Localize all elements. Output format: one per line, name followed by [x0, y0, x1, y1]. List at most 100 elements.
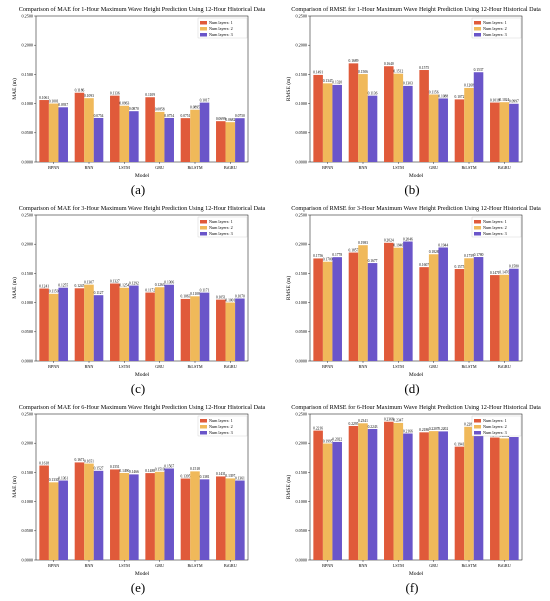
bar — [509, 268, 519, 361]
data-label: 0.1306 — [164, 281, 174, 285]
data-label: 0.1327 — [110, 279, 120, 283]
y-tick-label: 0.0500 — [295, 329, 307, 334]
legend-box — [471, 216, 522, 238]
bar — [84, 98, 94, 162]
bar — [164, 284, 174, 361]
bar — [499, 438, 510, 560]
bar — [216, 299, 226, 361]
bar — [332, 441, 342, 560]
x-tick-label: GRU — [429, 563, 438, 568]
data-label: 0.2243 — [368, 425, 378, 429]
bar — [235, 118, 245, 162]
bar — [322, 261, 333, 361]
data-label: 0.1254 — [119, 284, 129, 288]
plot-frame — [35, 15, 249, 163]
data-label: 0.1330 — [49, 478, 59, 482]
y-tick-label: 0.2000 — [295, 43, 307, 48]
bar — [129, 285, 139, 361]
bar — [74, 462, 85, 560]
data-label: 0.1024 — [499, 98, 509, 102]
data-label: 0.1072 — [455, 95, 465, 99]
data-label: 0.1061 — [39, 96, 49, 100]
legend-entry: Num layers: 2 — [483, 424, 507, 429]
bar — [367, 95, 378, 162]
bar — [110, 469, 120, 560]
legend-box — [197, 415, 248, 437]
bar — [454, 446, 465, 560]
data-label: 0.1651 — [84, 459, 94, 463]
data-label: 0.2207 — [429, 427, 439, 431]
plot-frame — [309, 15, 523, 163]
y-axis-label: MAE (m) — [11, 476, 18, 498]
bar — [180, 478, 191, 560]
bar — [367, 429, 378, 560]
bar — [216, 476, 226, 560]
bar — [419, 267, 429, 361]
x-tick-label: LSTM — [119, 165, 130, 170]
bar — [438, 98, 448, 162]
bar — [509, 103, 519, 162]
x-tick-label: BiGRU — [498, 563, 511, 568]
chart-title: Comparison of MAE for 6-Hour Maximum Wav… — [19, 404, 266, 411]
legend-box — [471, 415, 522, 437]
bar — [348, 252, 359, 361]
bar — [419, 432, 429, 560]
data-label: 0.1186 — [75, 89, 85, 93]
legend-entry: Num layers: 2 — [483, 225, 507, 230]
y-tick-label: 0.1000 — [21, 300, 33, 305]
bar — [129, 474, 139, 560]
y-tick-label: 0.1000 — [21, 499, 33, 504]
data-label: 0.1677 — [368, 259, 378, 263]
y-tick-label: 0.2500 — [295, 212, 307, 217]
y-tick-label: 0.1500 — [21, 470, 33, 475]
data-label: 0.1395 — [181, 474, 191, 478]
data-label: 0.1756 — [313, 254, 323, 258]
data-label: 0.1361 — [58, 476, 68, 480]
x-tick-label: GRU — [155, 563, 164, 568]
bar — [348, 63, 359, 163]
data-label: 0.1580 — [509, 265, 519, 269]
x-tick-label: BPNN — [322, 563, 333, 568]
x-tick-label: GRU — [429, 165, 438, 170]
plot-frame — [35, 214, 249, 362]
bar — [154, 471, 165, 560]
bar — [358, 74, 368, 162]
data-label: 0.1241 — [39, 284, 49, 288]
x-tick-label: LSTM — [393, 563, 404, 568]
data-label: 0.1527 — [94, 467, 104, 471]
chart-panel-a: Comparison of MAE for 1-Hour Maximum Wav… — [8, 4, 268, 199]
data-label: 0.2186 — [419, 428, 429, 432]
bar — [154, 111, 165, 162]
data-label: 0.0895 — [190, 106, 200, 110]
y-axis-label: MAE (m) — [11, 277, 18, 299]
data-label: 0.2281 — [464, 423, 474, 427]
x-axis-label: Model — [135, 372, 150, 378]
bar — [199, 292, 210, 361]
bar — [454, 269, 465, 361]
data-label: 0.0937 — [58, 103, 68, 107]
data-label: 0.1292 — [129, 281, 139, 285]
y-tick-label: 0.0000 — [295, 159, 307, 164]
data-label: 0.1001 — [225, 298, 235, 302]
data-label: 0.2368 — [384, 418, 394, 422]
data-label: 0.1512 — [393, 69, 403, 73]
legend-box — [197, 216, 248, 238]
bar — [322, 443, 333, 560]
x-tick-label: BiGRU — [498, 364, 511, 369]
bar — [164, 117, 174, 162]
y-axis-label: RMSE (m) — [285, 276, 292, 300]
legend-entry: Num layers: 3 — [483, 430, 507, 435]
data-label: 0.1618 — [39, 461, 49, 465]
data-label: 0.1466 — [129, 470, 139, 474]
bar — [384, 66, 394, 162]
bar — [225, 302, 236, 361]
data-label: 0.1051 — [216, 295, 226, 299]
data-label: 0.1150 — [49, 290, 59, 294]
data-label: 0.1303 — [403, 82, 413, 86]
bar — [145, 473, 155, 560]
bar — [358, 423, 368, 560]
legend-swatch — [200, 232, 207, 236]
bar — [110, 283, 120, 361]
x-tick-label: GRU — [155, 165, 164, 170]
legend-entry: Num layers: 3 — [483, 231, 507, 236]
